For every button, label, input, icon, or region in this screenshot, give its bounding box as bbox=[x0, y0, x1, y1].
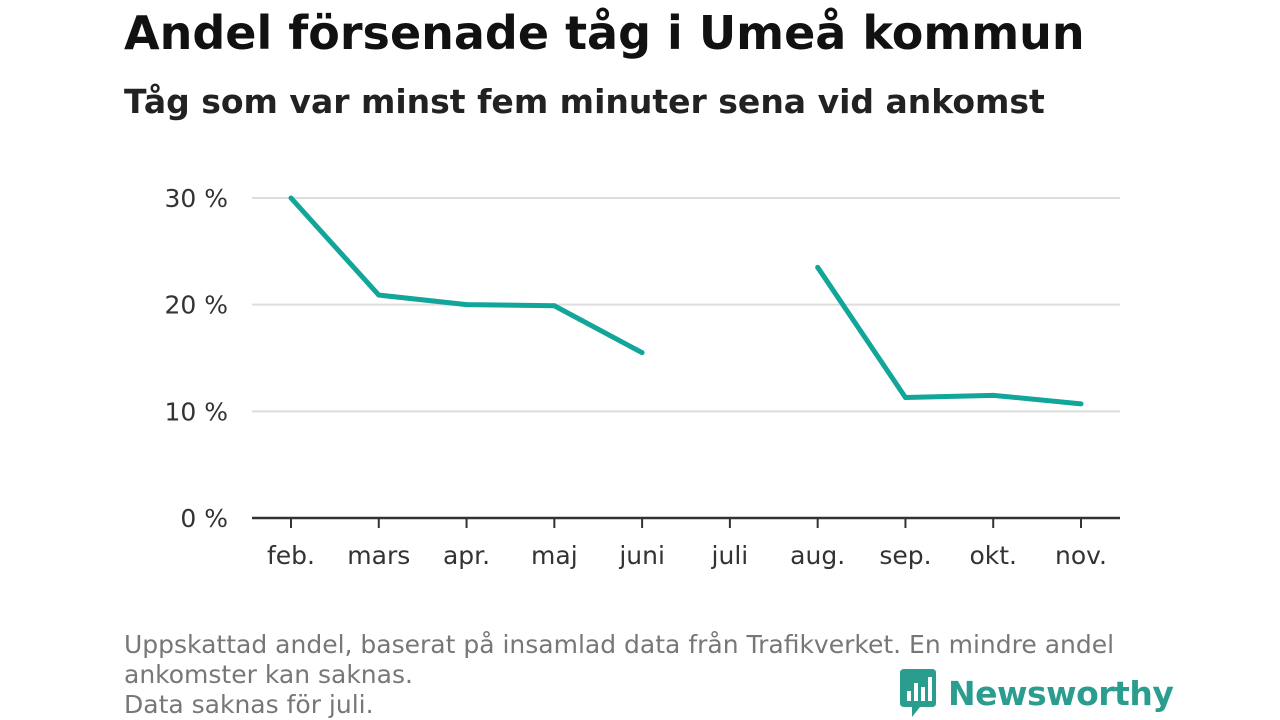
y-tick-label: 30 % bbox=[164, 184, 228, 213]
data-point bbox=[288, 195, 294, 201]
chart-title: Andel försenade tåg i Umeå kommun bbox=[124, 6, 1085, 60]
footnote: Uppskattad andel, baserat på insamlad da… bbox=[124, 630, 1164, 720]
data-point bbox=[990, 392, 996, 398]
data-point bbox=[551, 303, 557, 309]
brand-logo[interactable]: Newsworthy bbox=[898, 668, 1174, 718]
data-point bbox=[902, 394, 908, 400]
series-line-segment bbox=[289, 196, 644, 355]
footnote-line: ankomster kan saknas. bbox=[124, 660, 413, 689]
chart-subtitle: Tåg som var minst fem minuter sena vid a… bbox=[124, 82, 1045, 121]
x-tick-label: nov. bbox=[1055, 541, 1107, 570]
x-tick-label: feb. bbox=[267, 541, 315, 570]
y-axis-ticks: 0 % 10 % 20 % 30 % bbox=[164, 184, 228, 533]
x-tick-label: apr. bbox=[443, 541, 490, 570]
brand-name: Newsworthy bbox=[948, 673, 1174, 713]
footnote-line: Uppskattad andel, baserat på insamlad da… bbox=[124, 630, 1115, 659]
grid-lines bbox=[252, 197, 1120, 413]
x-tick-label: sep. bbox=[879, 541, 931, 570]
data-point bbox=[1078, 401, 1084, 407]
x-tick-label: juli bbox=[711, 541, 749, 570]
x-tick-label: maj bbox=[531, 541, 578, 570]
x-tick-label: okt. bbox=[969, 541, 1017, 570]
x-axis-ticks: feb. mars apr. maj juni juli aug. sep. okt. nov. bbox=[267, 518, 1107, 570]
series-line-segment bbox=[815, 265, 1082, 407]
newsworthy-logo-icon bbox=[900, 669, 936, 717]
y-tick-label: 0 % bbox=[180, 504, 228, 533]
x-tick-label: mars bbox=[347, 541, 410, 570]
data-point bbox=[464, 302, 470, 308]
data-point bbox=[639, 350, 645, 356]
y-tick-label: 10 % bbox=[164, 397, 228, 426]
footnote-line: Data saknas för juli. bbox=[124, 690, 374, 719]
y-tick-label: 20 % bbox=[164, 291, 228, 320]
x-tick-label: aug. bbox=[790, 541, 845, 570]
data-point bbox=[376, 292, 382, 298]
series-line bbox=[288, 195, 1084, 407]
data-point bbox=[815, 264, 821, 270]
x-tick-label: juni bbox=[618, 541, 665, 570]
